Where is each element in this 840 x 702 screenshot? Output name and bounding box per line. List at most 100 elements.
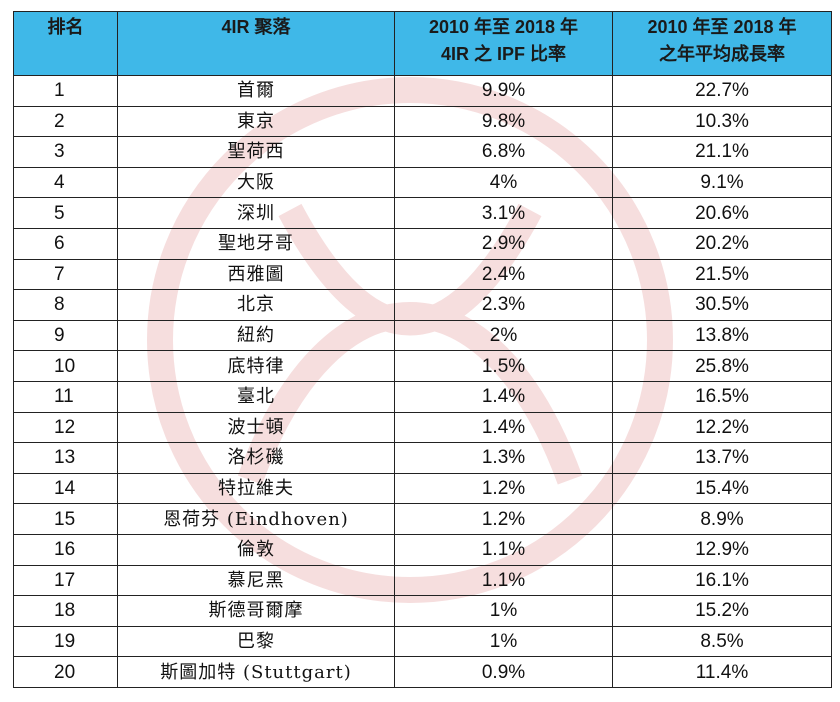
table-row: 11 臺北 1.4% 16.5% (13, 380, 832, 413)
city-cell: 聖荷西 (117, 136, 395, 168)
ipf-cell: 4% (394, 166, 613, 199)
table-row: 1 首爾 9.9% 22.7% (13, 75, 832, 107)
city-cell: 洛杉磯 (117, 442, 395, 474)
growth-cell: 13.7% (612, 442, 832, 474)
ipf-cell: 6.8% (394, 136, 613, 168)
table-body: 1 首爾 9.9% 22.7% 2 東京 9.8% 10.3% 3 聖荷西 6.8% 21.1% 4 大阪… (13, 75, 832, 688)
table-row: 6 聖地牙哥 2.9% 20.2% (13, 227, 832, 260)
rank-cell: 9 (13, 319, 118, 352)
table-row: 15 恩荷芬 (Eindhoven) 1.2% 8.9% (13, 503, 832, 535)
growth-cell: 16.5% (612, 380, 832, 413)
rank-cell: 17 (13, 564, 118, 597)
city-cell: 波士頓 (117, 411, 395, 444)
table-row: 20 斯圖加特 (Stuttgart) 0.9% 11.4% (13, 656, 832, 688)
growth-cell: 11.4% (612, 656, 832, 688)
growth-cell: 12.9% (612, 533, 832, 566)
ipf-cell: 1.4% (394, 411, 613, 444)
growth-cell: 16.1% (612, 564, 832, 597)
growth-cell: 12.2% (612, 411, 832, 444)
city-cell: 恩荷芬 (Eindhoven) (117, 503, 395, 535)
rank-cell: 7 (13, 258, 118, 291)
header-city: 4IR 聚落 (117, 11, 395, 76)
city-cell: 倫敦 (117, 533, 395, 566)
ipf-cell: 1.3% (394, 442, 613, 474)
growth-cell: 20.6% (612, 197, 832, 229)
city-cell: 紐約 (117, 319, 395, 352)
growth-cell: 20.2% (612, 227, 832, 260)
rank-cell: 2 (13, 105, 118, 138)
rank-cell: 1 (13, 75, 118, 107)
rank-cell: 5 (13, 197, 118, 229)
ipf-cell: 0.9% (394, 656, 613, 688)
table-row: 7 西雅圖 2.4% 21.5% (13, 258, 832, 291)
ipf-cell: 2.4% (394, 258, 613, 291)
ipf-cell: 2% (394, 319, 613, 352)
growth-cell: 21.1% (612, 136, 832, 168)
rank-cell: 12 (13, 411, 118, 444)
ipf-cell: 1% (394, 595, 613, 627)
growth-cell: 22.7% (612, 75, 832, 107)
ipf-cell: 9.8% (394, 105, 613, 138)
table-container: 排名 4IR 聚落 2010 年至 2018 年 4IR 之 IPF 比率 20… (13, 11, 832, 688)
ranking-table: 排名 4IR 聚落 2010 年至 2018 年 4IR 之 IPF 比率 20… (13, 11, 832, 688)
rank-cell: 13 (13, 442, 118, 474)
rank-cell: 11 (13, 380, 118, 413)
header-growth: 2010 年至 2018 年 之年平均成長率 (612, 11, 832, 76)
ipf-cell: 1.1% (394, 533, 613, 566)
city-cell: 斯德哥爾摩 (117, 595, 395, 627)
city-cell: 大阪 (117, 166, 395, 199)
city-cell: 深圳 (117, 197, 395, 229)
ipf-cell: 2.9% (394, 227, 613, 260)
rank-cell: 10 (13, 350, 118, 382)
table-row: 19 巴黎 1% 8.5% (13, 625, 832, 658)
table-row: 2 東京 9.8% 10.3% (13, 105, 832, 138)
growth-cell: 10.3% (612, 105, 832, 138)
ipf-cell: 1.2% (394, 472, 613, 505)
growth-cell: 9.1% (612, 166, 832, 199)
city-cell: 北京 (117, 289, 395, 321)
ipf-cell: 1% (394, 625, 613, 658)
growth-cell: 30.5% (612, 289, 832, 321)
table-row: 8 北京 2.3% 30.5% (13, 289, 832, 321)
city-cell: 西雅圖 (117, 258, 395, 291)
city-cell: 底特律 (117, 350, 395, 382)
rank-cell: 19 (13, 625, 118, 658)
header-ipf-line2: 4IR 之 IPF 比率 (440, 44, 566, 64)
header-ipf: 2010 年至 2018 年 4IR 之 IPF 比率 (394, 11, 613, 76)
table-row: 12 波士頓 1.4% 12.2% (13, 411, 832, 444)
ipf-cell: 1.1% (394, 564, 613, 597)
ipf-cell: 9.9% (394, 75, 613, 107)
table-row: 3 聖荷西 6.8% 21.1% (13, 136, 832, 168)
table-row: 10 底特律 1.5% 25.8% (13, 350, 832, 382)
ipf-cell: 1.4% (394, 380, 613, 413)
growth-cell: 25.8% (612, 350, 832, 382)
table-header-row: 排名 4IR 聚落 2010 年至 2018 年 4IR 之 IPF 比率 20… (13, 11, 832, 76)
city-cell: 特拉維夫 (117, 472, 395, 505)
rank-cell: 4 (13, 166, 118, 199)
header-ipf-line1: 2010 年至 2018 年 (428, 17, 579, 37)
ipf-cell: 1.5% (394, 350, 613, 382)
table-row: 4 大阪 4% 9.1% (13, 166, 832, 199)
rank-cell: 15 (13, 503, 118, 535)
growth-cell: 21.5% (612, 258, 832, 291)
city-cell: 慕尼黑 (117, 564, 395, 597)
table-row: 5 深圳 3.1% 20.6% (13, 197, 832, 229)
rank-cell: 8 (13, 289, 118, 321)
rank-cell: 6 (13, 227, 118, 260)
city-cell: 巴黎 (117, 625, 395, 658)
header-growth-line2: 之年平均成長率 (659, 44, 785, 64)
growth-cell: 8.5% (612, 625, 832, 658)
growth-cell: 13.8% (612, 319, 832, 352)
header-rank: 排名 (13, 11, 118, 76)
table-row: 9 紐約 2% 13.8% (13, 319, 832, 352)
rank-cell: 16 (13, 533, 118, 566)
growth-cell: 15.2% (612, 595, 832, 627)
table-row: 16 倫敦 1.1% 12.9% (13, 533, 832, 566)
table-row: 17 慕尼黑 1.1% 16.1% (13, 564, 832, 597)
ipf-cell: 3.1% (394, 197, 613, 229)
table-row: 18 斯德哥爾摩 1% 15.2% (13, 595, 832, 627)
rank-cell: 14 (13, 472, 118, 505)
header-growth-line1: 2010 年至 2018 年 (647, 17, 797, 37)
city-cell: 聖地牙哥 (117, 227, 395, 260)
ipf-cell: 1.2% (394, 503, 613, 535)
